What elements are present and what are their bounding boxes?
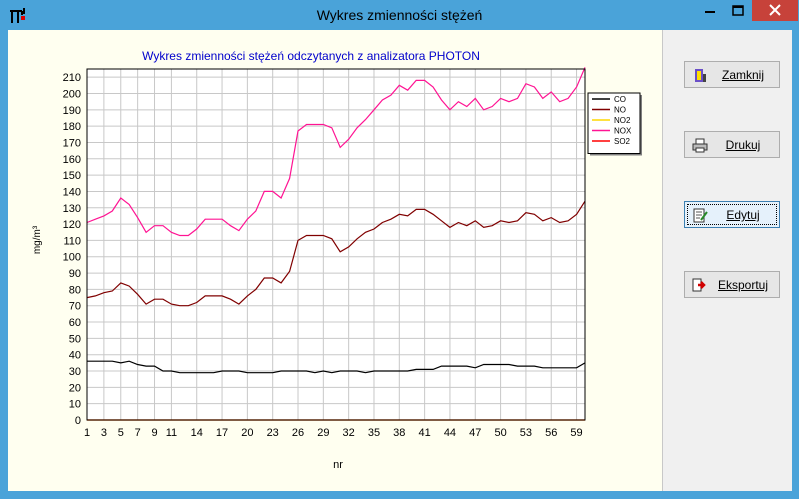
x-tick-label: 50 [494, 427, 506, 439]
y-tick-label: 20 [69, 382, 81, 394]
y-tick-label: 100 [63, 252, 81, 264]
close-button-label: Zamknij [721, 68, 764, 82]
printer-icon [692, 138, 708, 153]
x-tick-label: 20 [241, 427, 253, 439]
x-tick-label: 1 [84, 427, 90, 439]
y-tick-label: 170 [63, 137, 81, 149]
x-tick-label: 23 [267, 427, 279, 439]
x-tick-label: 9 [151, 427, 157, 439]
edit-button-label: Edytuj [726, 208, 760, 222]
x-tick-label: 41 [419, 427, 431, 439]
legend-label: NO2 [614, 116, 631, 125]
x-tick-label: 11 [166, 427, 177, 439]
x-tick-label: 56 [545, 427, 557, 439]
x-tick-label: 7 [135, 427, 141, 439]
close-button[interactable]: Zamknij [684, 61, 780, 88]
minimize-button[interactable] [696, 0, 724, 21]
y-tick-label: 210 [63, 72, 81, 84]
title-bar[interactable]: Wykres zmienności stężeń [0, 0, 799, 30]
concentration-chart: Wykres zmienności stężeń odczytanych z a… [32, 49, 642, 471]
x-tick-label: 47 [469, 427, 481, 439]
edit-document-icon [693, 208, 708, 223]
maximize-button[interactable] [724, 0, 752, 21]
x-tick-label: 32 [343, 427, 355, 439]
x-tick-label: 59 [570, 427, 582, 439]
y-tick-label: 10 [69, 399, 81, 411]
y-tick-label: 150 [63, 170, 81, 182]
y-tick-label: 0 [75, 415, 81, 427]
minimize-icon [705, 11, 715, 13]
y-tick-label: 30 [69, 366, 81, 378]
window-title: Wykres zmienności stężeń [316, 7, 483, 23]
legend-label: NOX [614, 127, 632, 136]
chart-title: Wykres zmienności stężeń odczytanych z a… [142, 49, 480, 63]
x-axis-label: nr [333, 459, 343, 471]
legend-label: SO2 [614, 137, 631, 146]
close-icon [769, 4, 781, 16]
x-tick-label: 29 [317, 427, 329, 439]
y-tick-label: 130 [63, 203, 81, 215]
y-tick-label: 180 [63, 121, 81, 133]
x-tick-label: 53 [520, 427, 532, 439]
plot-frame [86, 68, 586, 421]
x-tick-label: 35 [368, 427, 380, 439]
export-button[interactable]: Eksportuj [684, 271, 780, 298]
button-panel: Zamknij Drukuj Edytuj [662, 30, 792, 491]
maximize-icon [732, 5, 744, 16]
y-tick-label: 160 [63, 154, 81, 166]
chart-panel: Wykres zmienności stężeń odczytanych z a… [8, 30, 662, 491]
edit-button[interactable]: Edytuj [684, 201, 780, 228]
x-axis-ticks: 1 3 5 7 9 11 14 17 20 23 26 29 32 35 38 41 44 47 50 53 56 59 [84, 427, 583, 439]
y-tick-label: 50 [69, 333, 81, 345]
y-tick-label: 200 [63, 88, 81, 100]
close-window-button[interactable] [752, 0, 798, 21]
x-tick-label: 44 [444, 427, 456, 439]
exit-door-icon [695, 69, 706, 82]
x-tick-label: 26 [292, 427, 304, 439]
legend-label: CO [614, 95, 626, 104]
client-area: Wykres zmienności stężeń odczytanych z a… [8, 30, 792, 491]
y-tick-label: 190 [63, 105, 81, 117]
y-axis-label: mg/m³ [32, 225, 43, 254]
y-tick-label: 80 [69, 284, 81, 296]
series-line-no [86, 200, 586, 307]
y-tick-label: 110 [63, 235, 81, 247]
chart-grid [86, 69, 585, 421]
y-tick-label: 70 [69, 301, 81, 313]
y-axis-ticks: 0 10 20 30 40 50 60 70 80 90 100 110 120 130 140 150 160… [63, 72, 81, 427]
y-tick-label: 90 [69, 268, 81, 280]
y-tick-label: 120 [63, 219, 81, 231]
legend-box [587, 92, 641, 154]
series-line-nox [86, 67, 586, 237]
app-icon [10, 8, 25, 23]
x-tick-label: 14 [191, 427, 203, 439]
y-tick-label: 140 [63, 186, 81, 198]
x-tick-label: 3 [101, 427, 107, 439]
series-line-co [87, 360, 586, 374]
print-button-label: Drukuj [725, 138, 761, 152]
x-tick-label: 5 [118, 427, 124, 439]
export-button-label: Eksportuj [717, 278, 769, 292]
y-tick-label: 60 [69, 317, 81, 329]
y-tick-label: 40 [69, 350, 81, 362]
print-button[interactable]: Drukuj [684, 131, 780, 158]
legend-label: NO [614, 106, 626, 115]
export-icon [692, 278, 706, 292]
x-tick-label: 38 [393, 427, 405, 439]
x-tick-label: 17 [216, 427, 228, 439]
